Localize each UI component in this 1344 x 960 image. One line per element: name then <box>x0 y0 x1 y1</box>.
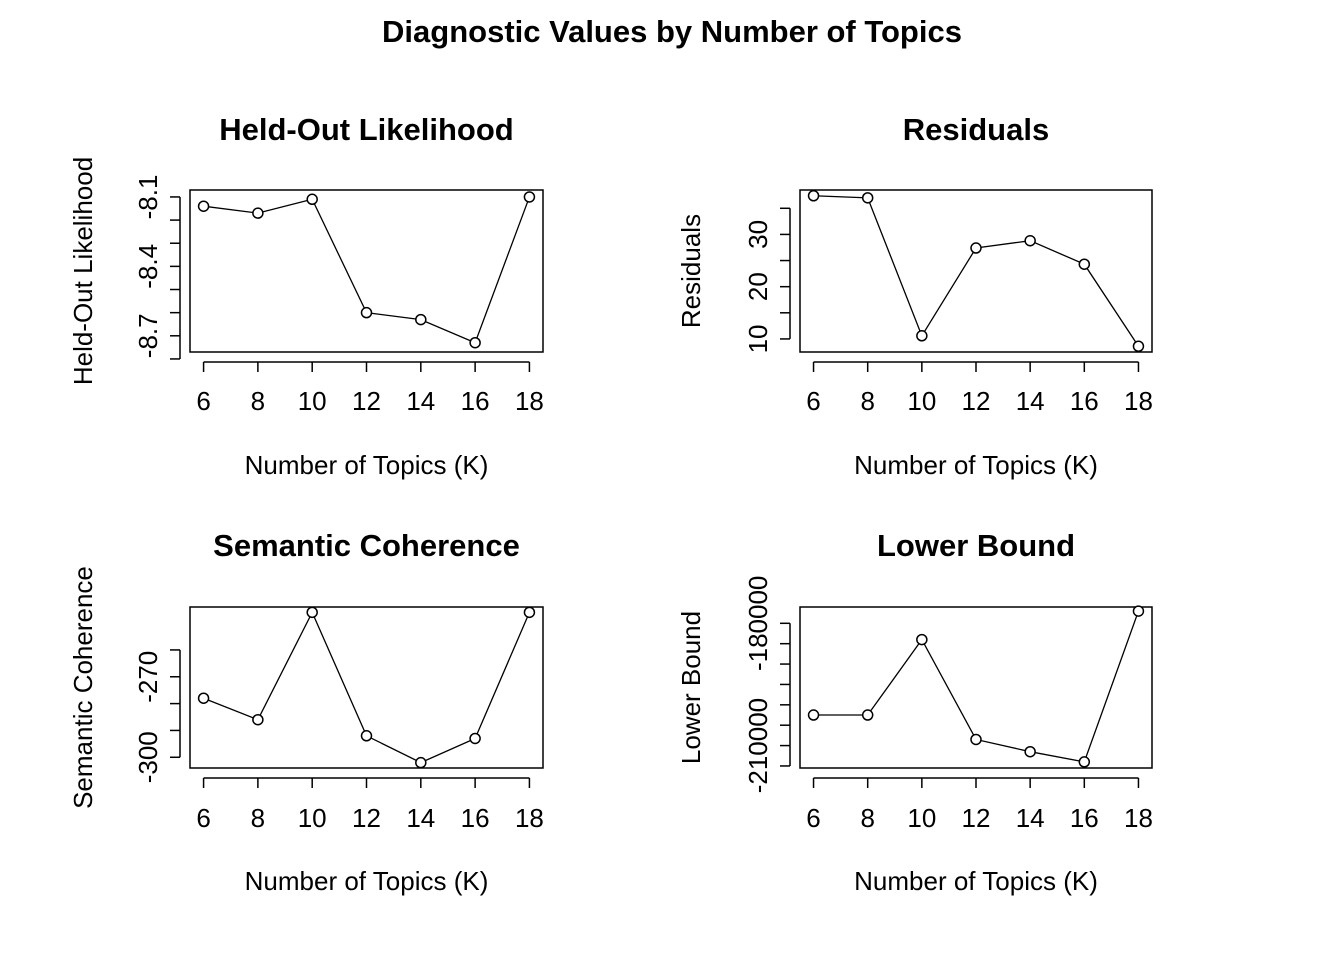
data-point <box>861 709 874 721</box>
data-point <box>1024 234 1036 247</box>
x-tick-label: 18 <box>515 386 544 416</box>
y-axis-label: Held-Out Likelihood <box>68 157 98 385</box>
x-axis-label: Number of Topics (K) <box>245 450 489 480</box>
plot-frame <box>799 606 1153 769</box>
data-point <box>415 313 427 326</box>
data-point <box>360 306 373 319</box>
y-tick-label: 10 <box>743 324 773 353</box>
data-point <box>252 713 264 726</box>
x-tick-label: 10 <box>298 803 327 833</box>
x-tick-label: 10 <box>298 386 327 416</box>
x-tick-label: 10 <box>907 386 936 416</box>
y-tick-label: -8.4 <box>133 244 163 289</box>
y-tick-label: -300 <box>133 731 163 783</box>
x-tick-label: 6 <box>806 803 820 833</box>
x-tick-label: 12 <box>962 803 991 833</box>
data-point <box>970 242 982 254</box>
series-line <box>813 195 1140 347</box>
x-tick-label: 16 <box>1070 386 1099 416</box>
data-point <box>523 191 536 203</box>
data-point <box>306 193 318 206</box>
chart-title: Semantic Coherence <box>213 528 520 563</box>
data-point <box>306 606 318 619</box>
x-tick-label: 16 <box>461 803 490 833</box>
x-axis-label: Number of Topics (K) <box>854 866 1098 896</box>
data-point <box>469 732 481 745</box>
data-point <box>861 192 874 204</box>
data-point <box>197 692 210 704</box>
y-tick-label: -8.1 <box>133 175 163 220</box>
data-point <box>469 336 481 349</box>
x-tick-label: 16 <box>1070 803 1099 833</box>
x-tick-label: 6 <box>196 386 210 416</box>
x-tick-label: 14 <box>406 386 435 416</box>
data-point <box>1132 605 1145 617</box>
data-point <box>807 709 820 721</box>
data-point <box>1024 745 1036 758</box>
data-point <box>1078 258 1091 270</box>
x-tick-label: 12 <box>352 386 381 416</box>
data-point <box>523 606 536 619</box>
chart-panel-2: Residuals 6 8 10 12 14 16 18 10 20 30 Number of Top… <box>676 112 1153 480</box>
series-line <box>203 196 531 344</box>
data-point <box>916 330 928 342</box>
x-tick-label: 8 <box>860 386 874 416</box>
plot-frame <box>189 606 544 769</box>
x-tick-label: 6 <box>806 386 820 416</box>
data-point <box>360 730 373 742</box>
y-tick-label: -270 <box>133 651 163 703</box>
data-point <box>1132 340 1145 353</box>
x-tick-label: 12 <box>962 386 991 416</box>
y-tick-label: -210000 <box>743 698 773 793</box>
x-tick-label: 18 <box>1124 803 1153 833</box>
chart-title: Held-Out Likelihood <box>219 112 514 147</box>
data-point <box>1078 756 1091 768</box>
x-tick-label: 6 <box>196 803 210 833</box>
y-tick-label: 20 <box>743 272 773 301</box>
x-tick-label: 16 <box>461 386 490 416</box>
page-title: Diagnostic Values by Number of Topics <box>382 14 962 49</box>
x-tick-label: 10 <box>907 803 936 833</box>
chart-title: Residuals <box>903 112 1049 147</box>
x-tick-label: 14 <box>1016 386 1045 416</box>
x-tick-label: 8 <box>251 386 265 416</box>
x-tick-label: 14 <box>406 803 435 833</box>
chart-title: Lower Bound <box>877 528 1075 563</box>
y-axis-label: Semantic Coherence <box>68 566 98 809</box>
x-axis-label: Number of Topics (K) <box>245 866 489 896</box>
data-point <box>197 200 210 212</box>
x-axis-label: Number of Topics (K) <box>854 450 1098 480</box>
y-tick-label: -180000 <box>743 576 773 671</box>
x-tick-label: 18 <box>1124 386 1153 416</box>
y-axis-label: Residuals <box>676 214 706 328</box>
x-tick-label: 8 <box>251 803 265 833</box>
chart-panel-1: Held-Out Likelihood 6 8 10 12 14 16 18 -8.7 -8.4 -… <box>68 112 544 480</box>
data-point <box>970 733 982 746</box>
x-tick-label: 18 <box>515 803 544 833</box>
data-point <box>252 207 264 219</box>
plot-frame <box>189 189 544 353</box>
y-axis-label: Lower Bound <box>676 611 706 764</box>
chart-panel-4: Lower Bound 6 8 10 12 14 16 18 -210000 -180000 Num… <box>676 528 1153 896</box>
data-point <box>415 756 427 769</box>
chart-panel-3: Semantic Coherence 6 8 10 12 14 16 18 -300 -270 Nu… <box>68 528 544 896</box>
x-tick-label: 12 <box>352 803 381 833</box>
y-tick-label: -8.7 <box>133 313 163 358</box>
data-point <box>807 189 820 202</box>
x-tick-label: 8 <box>860 803 874 833</box>
x-tick-label: 14 <box>1016 803 1045 833</box>
data-point <box>916 633 928 646</box>
plot-frame <box>799 189 1153 353</box>
y-tick-label: 30 <box>743 220 773 249</box>
